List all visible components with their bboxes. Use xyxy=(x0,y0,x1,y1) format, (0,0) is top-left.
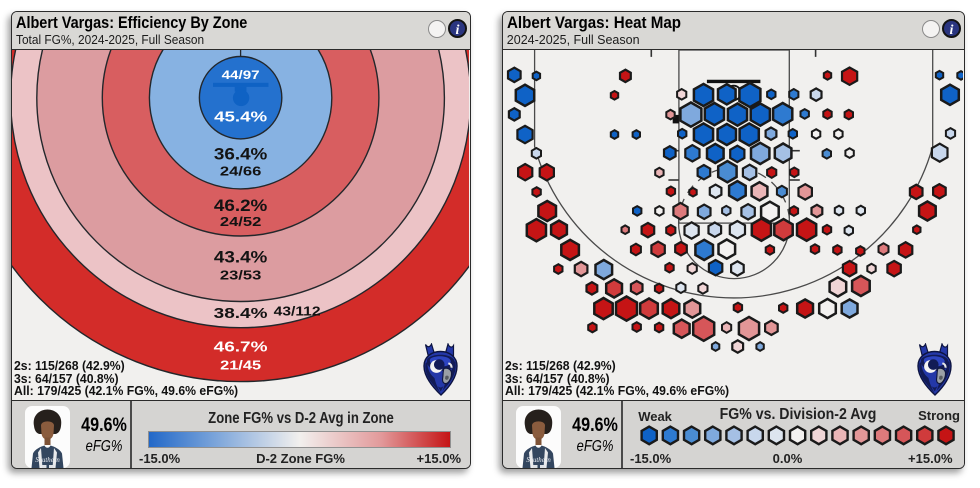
svg-text:21/45: 21/45 xyxy=(220,357,261,372)
svg-text:46.2%: 46.2% xyxy=(213,197,267,215)
svg-text:44/97: 44/97 xyxy=(221,67,259,81)
svg-text:36.4%: 36.4% xyxy=(213,145,267,163)
svg-text:43.4%: 43.4% xyxy=(213,248,267,266)
svg-text:38.4%: 38.4% xyxy=(213,306,267,322)
svg-text:Southern: Southern xyxy=(35,457,60,464)
svg-text:24/66: 24/66 xyxy=(219,164,261,178)
svg-text:45.4%: 45.4% xyxy=(214,108,267,125)
svg-text:46.7%: 46.7% xyxy=(213,339,267,355)
svg-text:23/53: 23/53 xyxy=(219,268,261,282)
svg-text:Southern: Southern xyxy=(526,457,551,464)
svg-text:24/52: 24/52 xyxy=(219,215,261,229)
svg-text:43/112: 43/112 xyxy=(273,304,320,318)
